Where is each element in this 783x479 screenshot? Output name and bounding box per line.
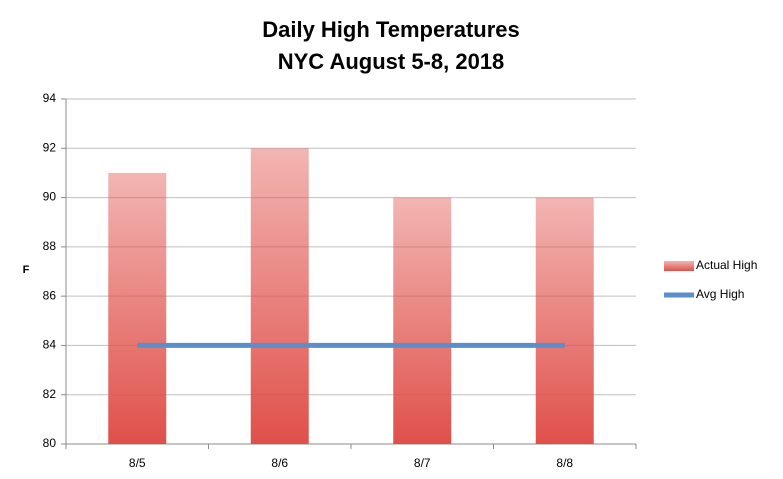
legend-swatch (664, 261, 694, 271)
chart-subtitle: NYC August 5-8, 2018 (278, 49, 505, 74)
y-tick-label: 80 (43, 436, 57, 450)
x-tick-label: 8/8 (556, 456, 573, 470)
bar (108, 172, 167, 444)
x-tick-label: 8/6 (271, 456, 288, 470)
legend-label: Actual High (696, 258, 757, 272)
legend-label: Avg High (696, 287, 744, 301)
bar (393, 197, 452, 444)
y-axis-label: F (23, 264, 30, 276)
bar (535, 197, 594, 444)
y-tick-label: 92 (43, 140, 57, 154)
y-tick-label: 86 (43, 288, 57, 302)
y-tick-label: 94 (43, 91, 57, 105)
x-tick-label: 8/7 (414, 456, 431, 470)
y-tick-label: 88 (43, 239, 57, 253)
bar (250, 148, 309, 445)
y-tick-label: 90 (43, 190, 57, 204)
chart-title: Daily High Temperatures (262, 17, 520, 42)
x-tick-label: 8/5 (129, 456, 146, 470)
y-tick-label: 82 (43, 387, 57, 401)
y-tick-label: 84 (43, 338, 57, 352)
